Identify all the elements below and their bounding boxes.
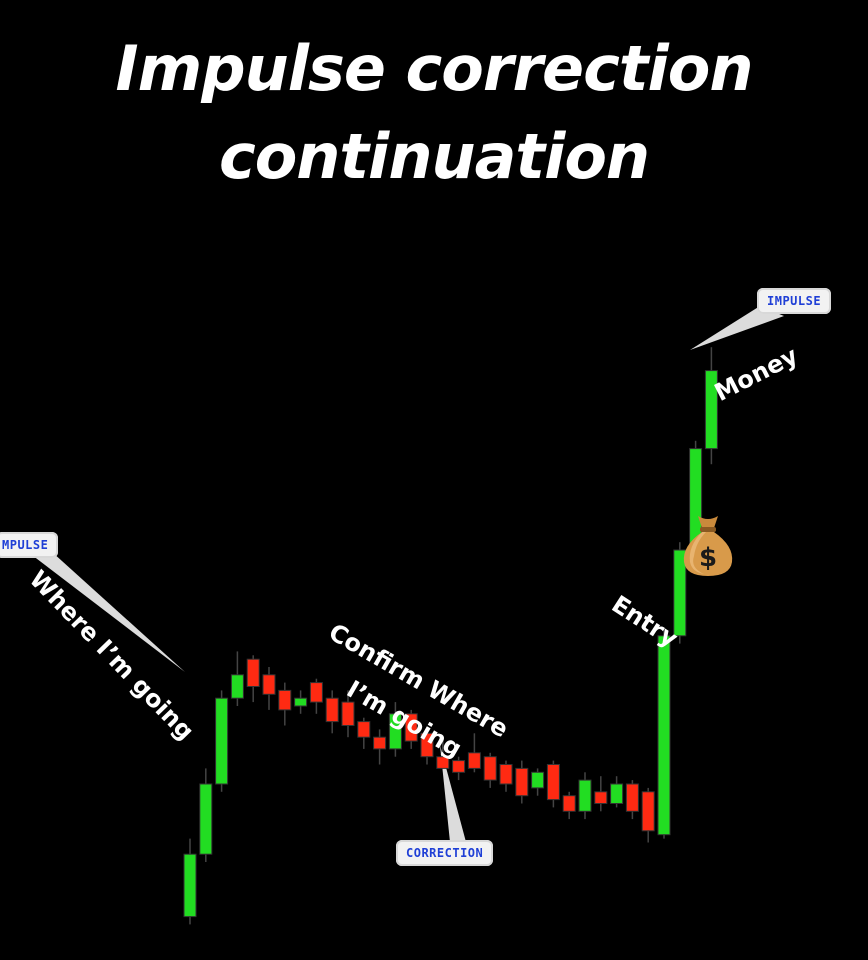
bearish-candle-body [546, 764, 560, 801]
bearish-candle-body [483, 756, 497, 781]
candle-32 [673, 542, 687, 644]
candle-30 [641, 787, 655, 843]
bullish-candle-body [610, 783, 624, 804]
bearish-candle-body [452, 760, 466, 773]
bearish-candle-body [467, 752, 481, 769]
candle-26 [578, 772, 592, 820]
correction-callout: CORRECTION [396, 840, 494, 866]
money-bag-icon: $ [683, 516, 733, 576]
candle-29 [625, 780, 639, 820]
bullish-candle-body [578, 779, 592, 812]
chart-title-line-1: Impulse correction [115, 32, 754, 105]
bearish-candle-body [373, 736, 387, 750]
bearish-candle-body [499, 764, 513, 785]
candle-24 [546, 760, 560, 808]
candle-12 [357, 717, 371, 749]
bearish-candle-body [278, 689, 292, 711]
candle-5 [246, 655, 260, 703]
bearish-candle-body [594, 791, 608, 804]
candle-28 [610, 776, 624, 808]
bullish-candle-body [657, 635, 671, 836]
bottom-callout-pointer [440, 745, 466, 842]
candle-31 [657, 628, 671, 839]
bearish-candle-body [420, 732, 434, 758]
candle-14 [388, 702, 402, 757]
candle-23 [531, 768, 545, 796]
bullish-candle-body [704, 370, 718, 450]
impulse-callout-right: IMPULSE [757, 288, 832, 314]
candle-34 [704, 347, 718, 465]
bullish-candle-body [230, 674, 244, 699]
bullish-candle-body [294, 697, 308, 707]
candle-3 [215, 690, 229, 792]
candle-6 [262, 667, 276, 710]
chart-title-line-2: continuation [218, 120, 650, 193]
candle-18 [452, 756, 466, 781]
bearish-candle-body [309, 682, 323, 703]
candle-9 [309, 678, 323, 714]
bearish-candle-body [246, 658, 260, 688]
bearish-candle-body [436, 756, 450, 769]
candle-20 [483, 752, 497, 788]
candle-25 [562, 791, 576, 820]
bearish-candle-body [357, 721, 371, 738]
bearish-candle-body [262, 674, 276, 695]
bearish-candle-body [404, 713, 418, 742]
svg-text:$: $ [699, 543, 717, 573]
candle-2 [199, 768, 213, 862]
candle-7 [278, 682, 292, 726]
bullish-candle-body [183, 853, 197, 918]
candle-19 [467, 733, 481, 773]
candle-21 [499, 760, 513, 792]
bullish-candle-body [673, 549, 687, 637]
impulse-callout-left: MPULSE [0, 532, 59, 558]
candle-10 [325, 690, 339, 734]
candle-27 [594, 776, 608, 812]
bearish-candle-body [325, 697, 339, 723]
candle-13 [373, 729, 387, 765]
bullish-candle-body [531, 771, 545, 789]
candle-15 [404, 709, 418, 749]
bullish-candle-body [388, 713, 402, 750]
candle-8 [294, 690, 308, 714]
candle-17 [436, 737, 450, 769]
left-callout-pointer [28, 552, 185, 672]
bearish-candle-body [515, 767, 529, 797]
bullish-candle-body [215, 697, 229, 785]
candle-11 [341, 690, 355, 738]
candle-22 [515, 760, 529, 804]
bullish-candle-body [199, 783, 213, 855]
candle-16 [420, 729, 434, 765]
candle-1 [183, 838, 197, 925]
bearish-candle-body [341, 701, 355, 726]
candle-4 [230, 651, 244, 706]
right-callout-pointer [690, 306, 784, 350]
bearish-candle-body [641, 791, 655, 832]
bearish-candle-body [562, 795, 576, 812]
candle-33 [689, 440, 703, 550]
bearish-candle-body [625, 783, 639, 812]
